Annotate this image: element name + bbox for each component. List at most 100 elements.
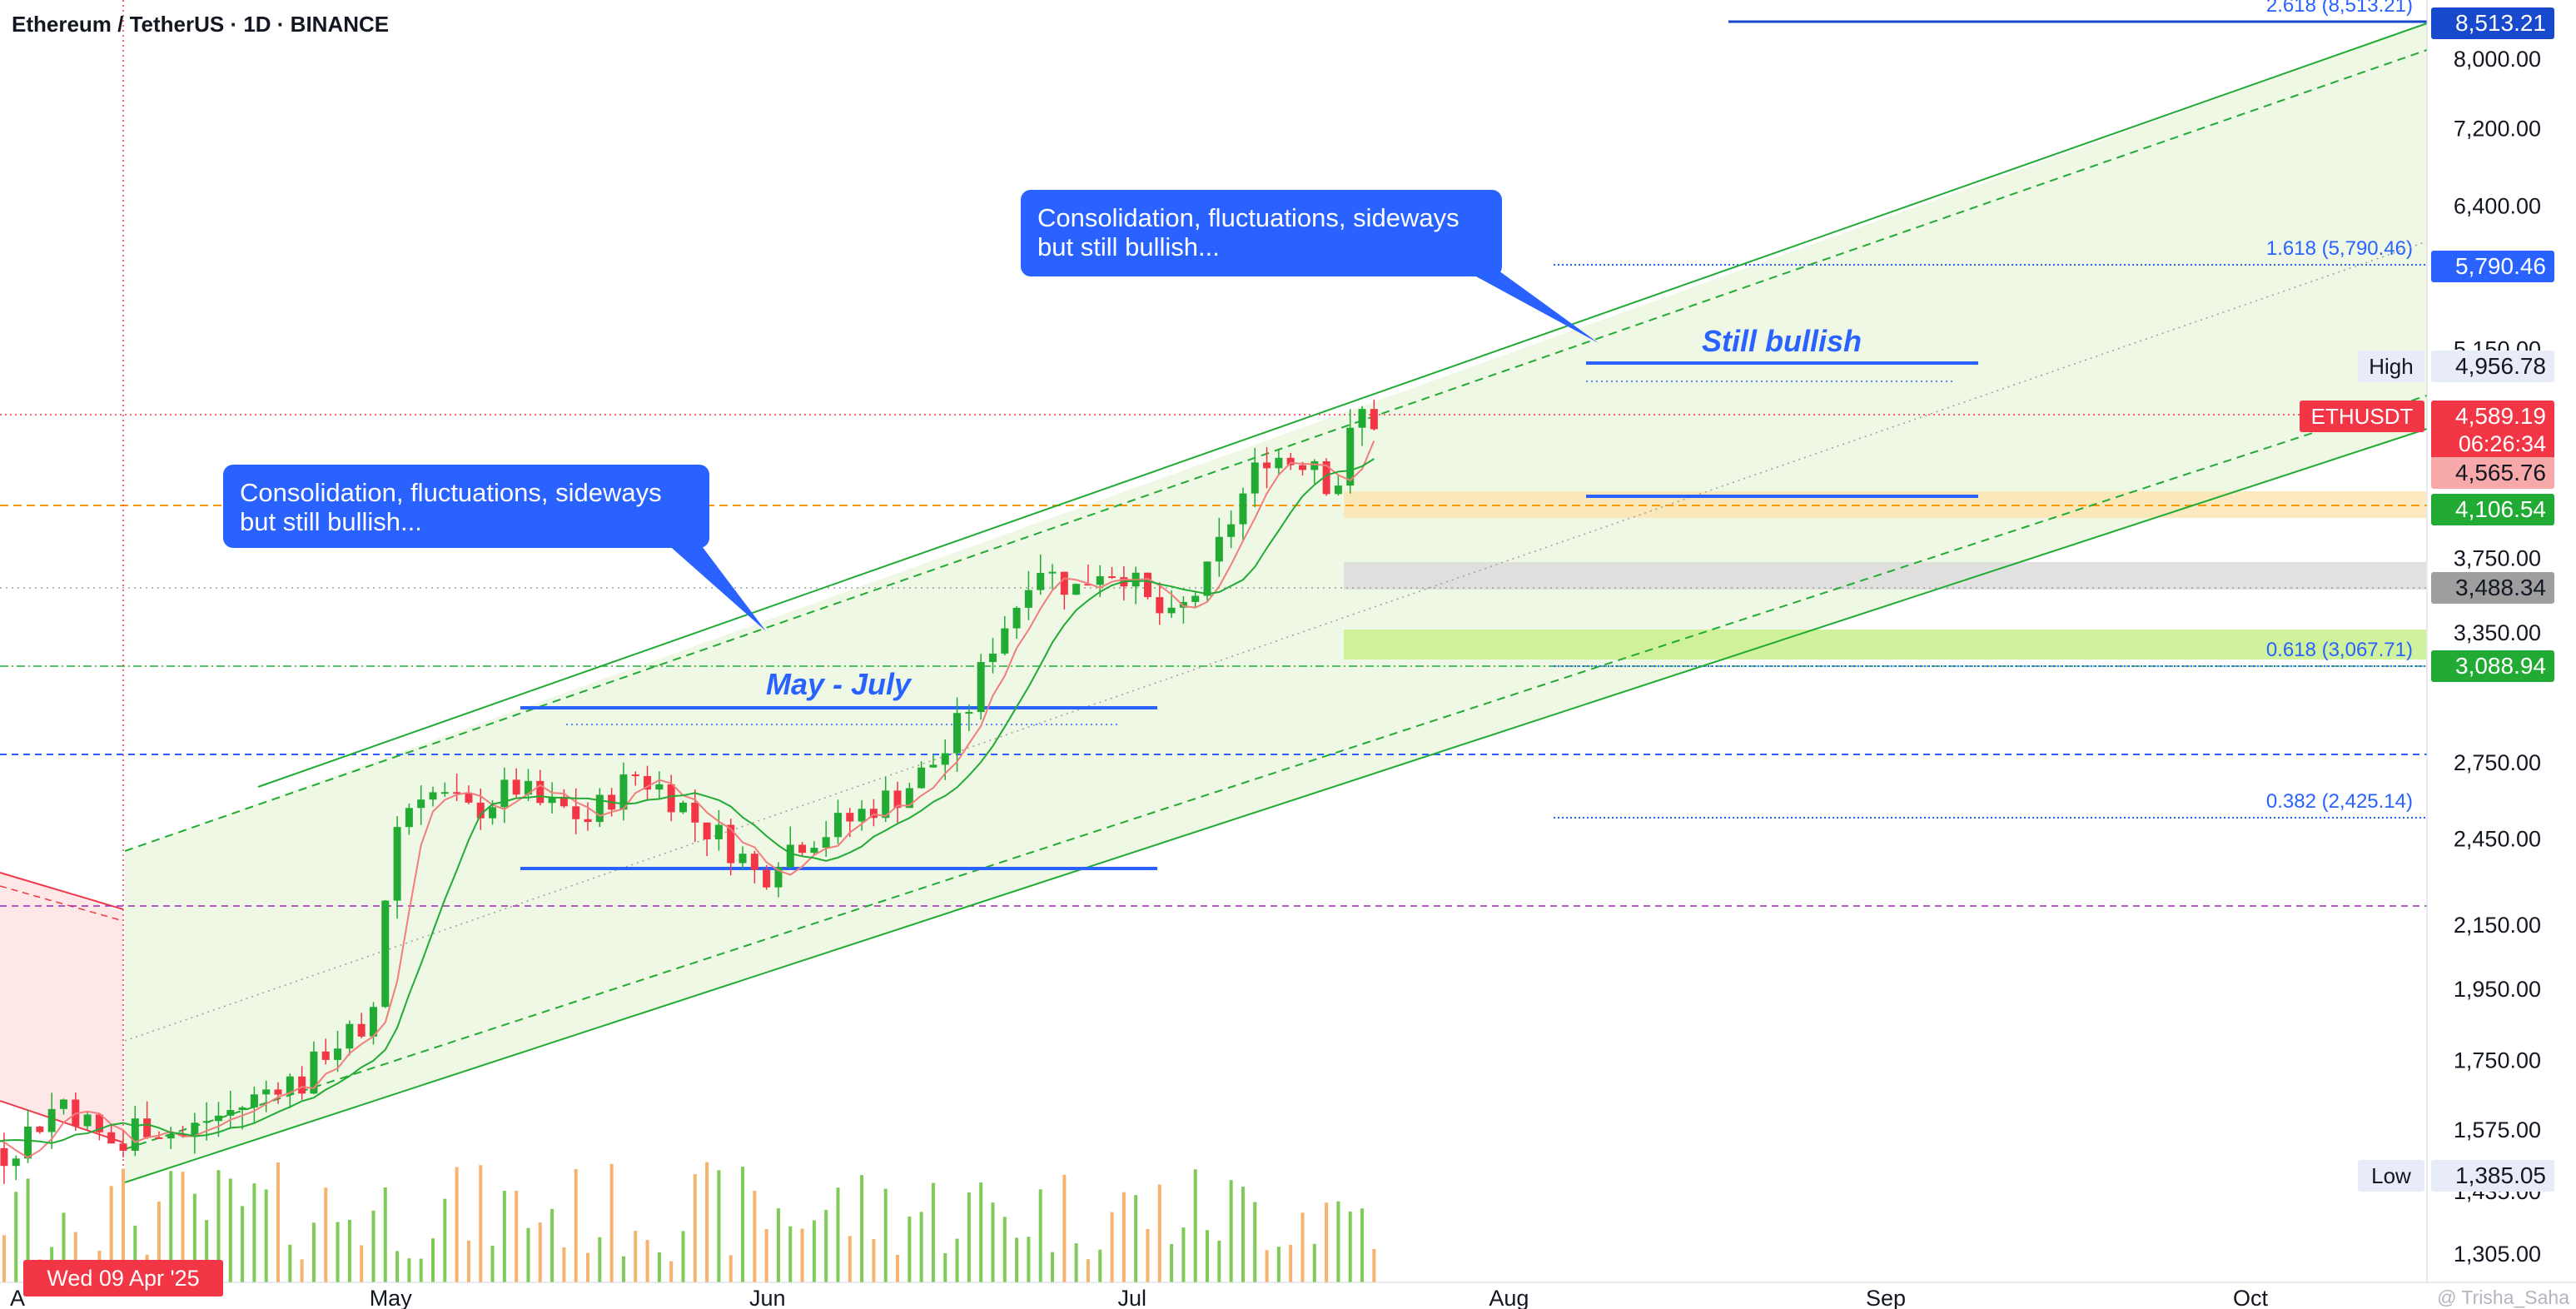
volume-bar [1074, 1243, 1078, 1282]
candle-body [548, 796, 556, 804]
candle-body [703, 822, 711, 839]
price-tick: 2,450.00 [2454, 826, 2541, 851]
volume-bar [955, 1238, 959, 1282]
price-label: 8,513.21 [2431, 7, 2554, 39]
candle-body [941, 753, 949, 765]
fib-label: 2.618 (8,513.21) [2266, 0, 2413, 17]
price-label-bg [2431, 457, 2554, 489]
volume-bar [812, 1220, 816, 1282]
candle [417, 785, 425, 825]
candle [1251, 447, 1259, 508]
candle-body [274, 1089, 282, 1095]
volume-bar [693, 1174, 697, 1282]
candle [119, 1128, 127, 1158]
candle [286, 1073, 294, 1108]
volume-bar [1241, 1186, 1245, 1282]
price-label: 5,790.46 [2431, 251, 2554, 282]
volume-bar [133, 1225, 137, 1282]
candle [918, 761, 926, 789]
watermark: @ Trisha_Saha [2437, 1287, 2569, 1308]
volume-bar [252, 1183, 256, 1282]
candle-body [0, 1147, 8, 1167]
volume-bar [729, 1255, 733, 1282]
volume-bar [1276, 1247, 1281, 1282]
candle [595, 788, 604, 828]
candle [1310, 459, 1319, 484]
candle-body [500, 779, 509, 808]
candle-body [1334, 485, 1342, 495]
candle-body [226, 1110, 235, 1116]
candle-body [893, 790, 902, 809]
candle [167, 1127, 175, 1150]
candle-body [191, 1122, 199, 1136]
candle [453, 774, 461, 802]
candle [763, 864, 771, 890]
candle-body [905, 788, 913, 809]
volume-bar [1181, 1227, 1186, 1282]
candle-body [559, 796, 568, 807]
candle-body [1143, 572, 1151, 598]
price-tick: 1,950.00 [2454, 977, 2541, 1002]
candle [1048, 564, 1057, 590]
volume-bar [1051, 1252, 1055, 1282]
candle-body [1251, 462, 1259, 494]
price-label-bg [2431, 351, 2554, 382]
channel-fill [125, 23, 2427, 1182]
candle [1179, 595, 1187, 624]
candle [750, 850, 758, 883]
candle-body [512, 779, 520, 795]
volume-bar [919, 1212, 923, 1282]
volume-bar [1121, 1192, 1126, 1282]
price-tick: 8,000.00 [2454, 47, 2541, 72]
candle-body [667, 784, 675, 813]
price-label: 4,956.78 High [2358, 351, 2554, 382]
down-channel-lower [0, 1100, 124, 1143]
price-tick: 2,750.00 [2454, 750, 2541, 775]
fib-label: 1.618 (5,790.46) [2266, 237, 2413, 260]
candle [858, 800, 866, 831]
candle [810, 841, 818, 855]
candle [1072, 583, 1081, 595]
crosshair-date-label: Wed 09 Apr '25 [47, 1266, 199, 1291]
candle-body [465, 793, 473, 803]
candle-body [1191, 595, 1200, 602]
candle-body [750, 854, 758, 870]
price-label: 3,088.94 [2431, 650, 2554, 682]
candle [1370, 399, 1378, 431]
candle-body [714, 824, 723, 839]
time-tick: May [370, 1286, 413, 1309]
price-label-text: 4,565.76 [2455, 460, 2546, 485]
candle-body [310, 1051, 318, 1094]
volume-bar [1086, 1259, 1090, 1282]
candle [798, 842, 807, 856]
candle-body [1108, 576, 1116, 579]
price-axis: 8,000.007,200.006,400.005,150.003,750.00… [2300, 0, 2576, 1309]
callout-right-line1: Consolidation, fluctuations, sideways [1037, 203, 1460, 232]
candle [644, 765, 652, 801]
candle-body [1298, 465, 1306, 470]
candle-body [655, 784, 664, 790]
candle [369, 1002, 377, 1045]
volume-bar [609, 1163, 614, 1282]
volume-bar [550, 1208, 554, 1282]
candle [631, 771, 639, 786]
volume-bar [502, 1191, 506, 1282]
volume-bar [371, 1210, 375, 1282]
price-label: 3,488.34 [2431, 572, 2554, 604]
volume-bar [1217, 1240, 1221, 1282]
candle [738, 846, 747, 869]
candle [655, 771, 664, 799]
time-tick: Oct [2233, 1286, 2269, 1309]
candle-body [1358, 409, 1366, 428]
volume-bar [908, 1216, 912, 1282]
candle-body [727, 824, 735, 864]
candle-body [1179, 601, 1187, 608]
volume-bar [395, 1251, 400, 1282]
candle [1227, 510, 1236, 549]
time-tick-partial: A [10, 1286, 25, 1309]
candle-body [869, 809, 878, 819]
volume-bar [14, 1192, 18, 1282]
